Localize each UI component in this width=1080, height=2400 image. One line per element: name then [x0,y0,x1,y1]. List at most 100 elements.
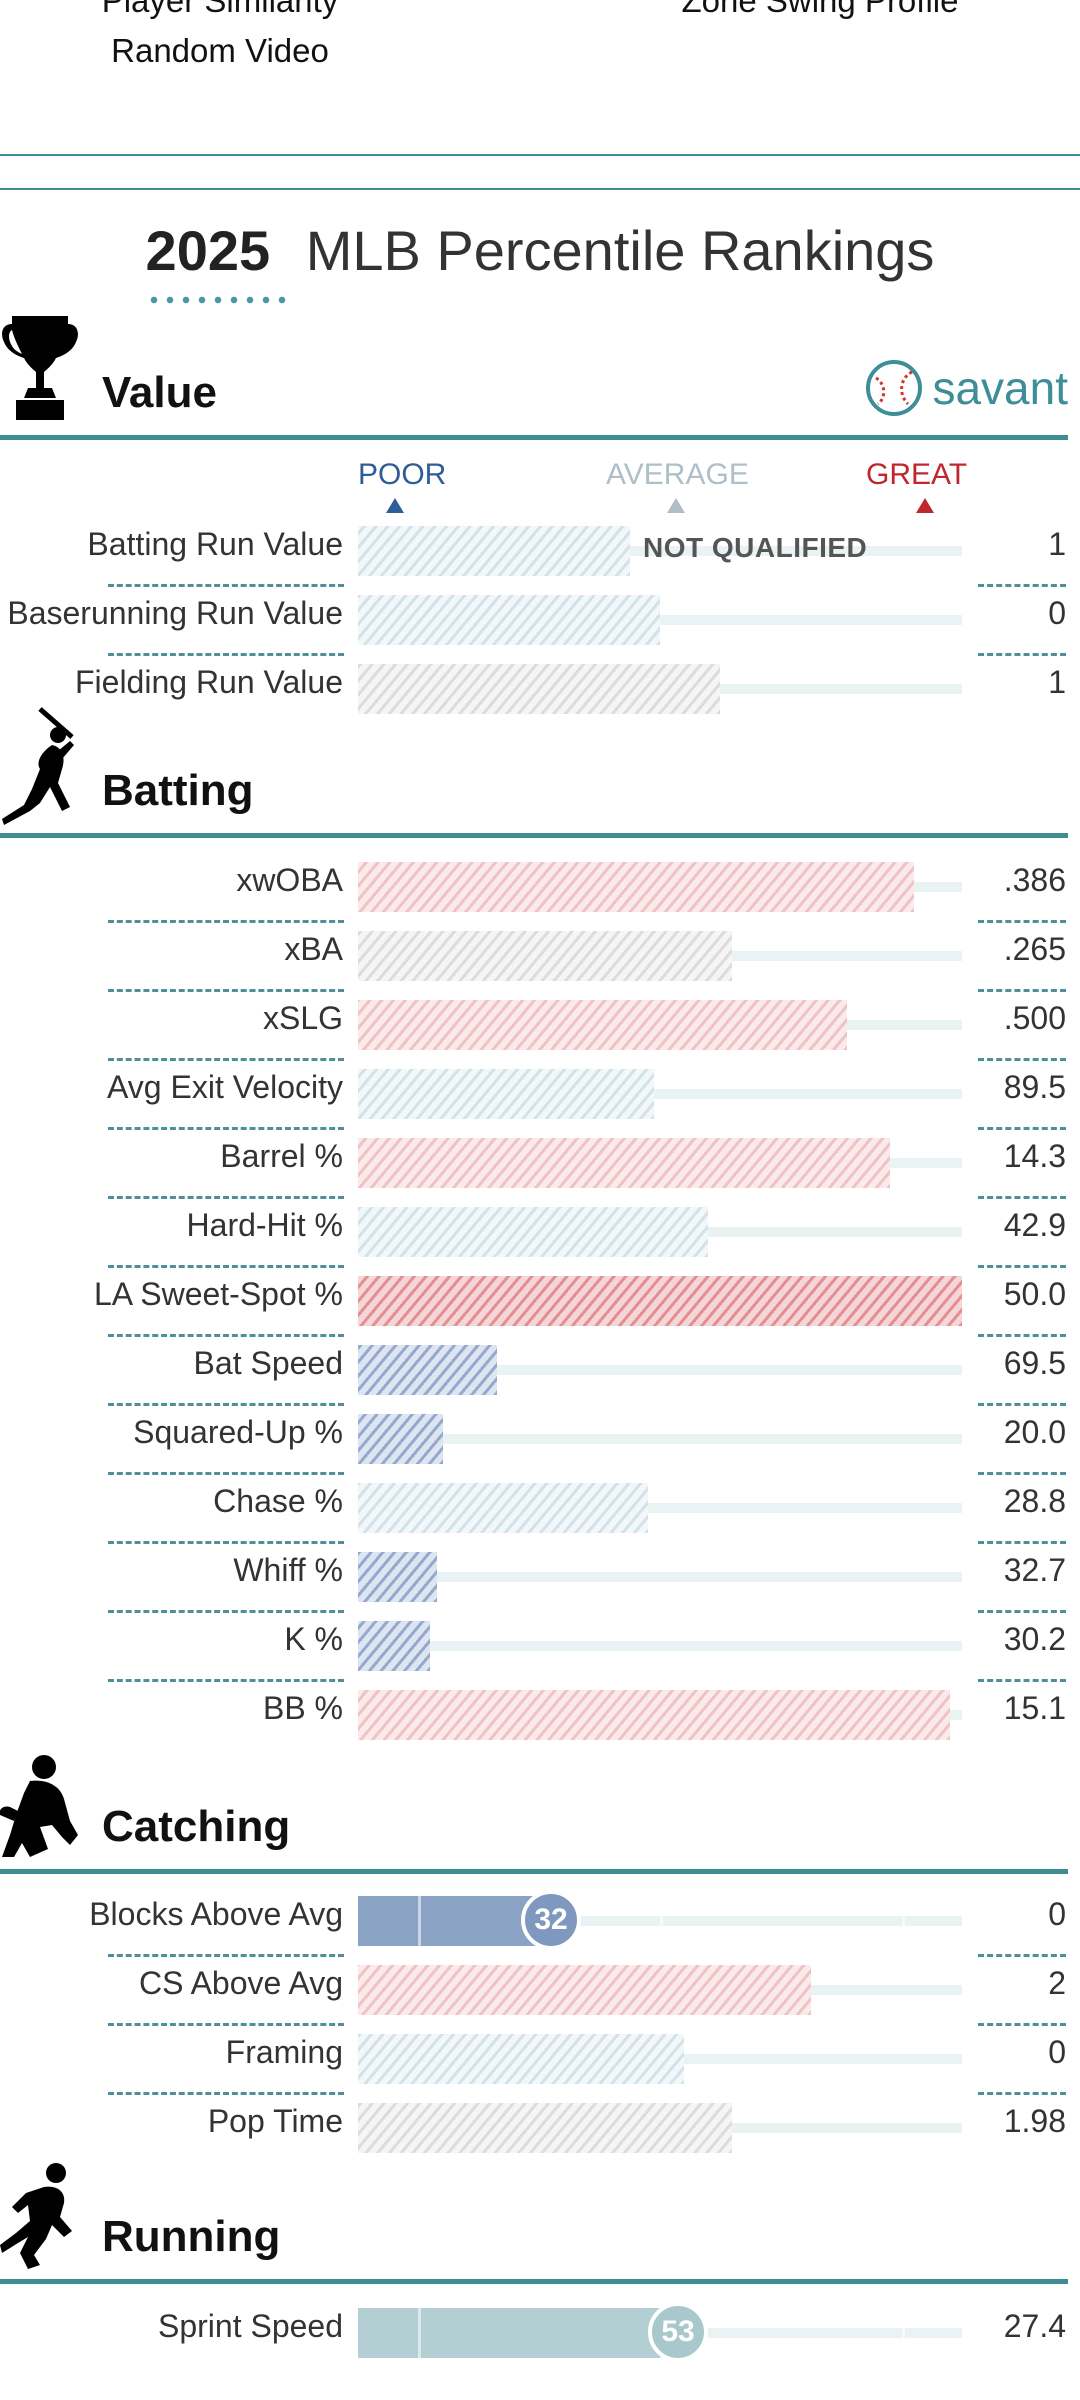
percentile-bar [358,1138,890,1188]
runner-icon [0,2161,82,2278]
metric-row-cs-above-avg[interactable]: CS Above Avg 2 [0,1959,1080,2028]
percentile-bar [358,931,732,981]
section-title-value: Value [102,368,217,417]
metric-value: 32.7 [1003,1552,1066,1588]
metric-row-squared-up[interactable]: Squared-Up % 20.0 [0,1408,1080,1477]
title-year-text: 2025 [145,219,271,282]
metric-row-bat-speed[interactable]: Bat Speed 69.5 [0,1339,1080,1408]
percentile-badge: 53 [648,2302,708,2362]
poor-marker-icon [386,498,404,513]
title-text: MLB Percentile Rankings [305,219,935,282]
percentile-bar [358,2103,732,2153]
percentile-bar [358,1965,811,2015]
percentile-bar [358,526,630,576]
metric-name: xSLG [262,1000,343,1036]
metric-row-la-sweet-spot[interactable]: LA Sweet-Spot % 50.0 [0,1270,1080,1339]
section-title-batting: Batting [102,766,254,815]
metric-row-xba[interactable]: xBA .265 [0,925,1080,994]
metric-name: Sprint Speed [157,2308,343,2344]
row-divider-right [978,1403,1066,1406]
metric-value: 0 [1048,595,1066,631]
row-divider-right [978,2092,1066,2095]
metric-row-pop-time[interactable]: Pop Time 1.98 [0,2097,1080,2166]
section-line-value [0,435,1068,440]
row-divider-left [108,920,344,923]
metric-name: Whiff % [233,1552,343,1588]
metric-value: 27.4 [1003,2308,1066,2344]
metric-row-k[interactable]: K % 30.2 [0,1615,1080,1684]
section-title-catching: Catching [102,1802,291,1851]
percentile-bar [358,1000,847,1050]
percentile-bar [358,2308,905,2358]
metric-row-framing[interactable]: Framing 0 [0,2028,1080,2097]
row-divider-left [108,1610,344,1613]
metric-name: Chase % [213,1483,343,1519]
metric-row-whiff[interactable]: Whiff % 32.7 [0,1546,1080,1615]
metric-name: Blocks Above Avg [89,1896,343,1932]
row-divider-right [978,1127,1066,1130]
metric-name: xwOBA [236,862,343,898]
metric-row-blocks-above-avg[interactable]: Blocks Above Avg 32 0 [0,1890,1080,1959]
row-divider-left [108,1954,344,1957]
metric-name: Framing [225,2034,343,2070]
row-divider-left [108,584,344,587]
savant-logo[interactable]: savant [864,358,1068,418]
metric-row-baserunning-run-value[interactable]: Baserunning Run Value 0 [0,589,1080,658]
metric-row-sprint-speed[interactable]: Sprint Speed 53 27.4 [0,2302,1080,2371]
percentile-tick [902,1896,905,1946]
link-random-video[interactable]: Random Video [111,32,329,69]
percentile-bar [358,1552,437,1602]
row-divider-left [108,1334,344,1337]
row-divider-right [978,1196,1066,1199]
row-divider-right [978,1610,1066,1613]
metric-name: Pop Time [207,2103,343,2139]
metric-value: 42.9 [1003,1207,1066,1243]
metric-name: Fielding Run Value [74,664,343,700]
row-divider-right [978,653,1066,656]
percentile-tick [902,2308,905,2358]
metric-value: 15.1 [1003,1690,1066,1726]
link-player-similarity[interactable]: Player Similarity [101,0,339,19]
percentile-bar [358,1483,648,1533]
page-title: 2025 MLB Percentile Rankings [0,218,1080,304]
row-divider-left [108,1403,344,1406]
metric-name: Bat Speed [193,1345,343,1381]
percentile-badge: 32 [521,1890,581,1950]
metric-value: .265 [1003,931,1066,967]
metric-row-batting-run-value[interactable]: Batting Run Value 1 NOT QUALIFIED [0,520,1080,589]
section-line-catching [0,1869,1068,1874]
metric-row-bb[interactable]: BB % 15.1 [0,1684,1080,1753]
percentile-bar [358,664,720,714]
metric-row-barrel[interactable]: Barrel % 14.3 [0,1132,1080,1201]
divider-top [0,154,1080,156]
metric-row-avg-exit-velocity[interactable]: Avg Exit Velocity 89.5 [0,1063,1080,1132]
metric-name: xBA [284,931,343,967]
metric-name: Squared-Up % [133,1414,343,1450]
row-divider-left [108,1472,344,1475]
percentile-track [358,1572,962,1582]
row-divider-right [978,1954,1066,1957]
metric-row-xwoba[interactable]: xwOBA .386 [0,856,1080,925]
section-header-value: Value savant [0,316,1068,440]
percentile-tick [418,2308,421,2358]
row-divider-right [978,1058,1066,1061]
trophy-icon [0,314,80,434]
metric-value: .386 [1003,862,1066,898]
percentile-track [358,1089,962,1099]
metric-value: 14.3 [1003,1138,1066,1174]
row-divider-left [108,653,344,656]
metric-name: Barrel % [220,1138,343,1174]
metric-value: 89.5 [1003,1069,1066,1105]
section-header-running: Running [0,2163,1068,2284]
percentile-bar [358,1621,430,1671]
title-year-underline [145,296,286,304]
link-zone-swing-profile[interactable]: Zone Swing Profile [681,0,959,19]
metric-value: 20.0 [1003,1414,1066,1450]
section-header-catching: Catching [0,1755,1068,1874]
metric-row-fielding-run-value[interactable]: Fielding Run Value 1 [0,658,1080,727]
metric-row-xslg[interactable]: xSLG .500 [0,994,1080,1063]
scale-average: AVERAGE [606,458,749,491]
metric-row-hard-hit[interactable]: Hard-Hit % 42.9 [0,1201,1080,1270]
savant-logo-text: savant [932,362,1068,414]
metric-row-chase[interactable]: Chase % 28.8 [0,1477,1080,1546]
